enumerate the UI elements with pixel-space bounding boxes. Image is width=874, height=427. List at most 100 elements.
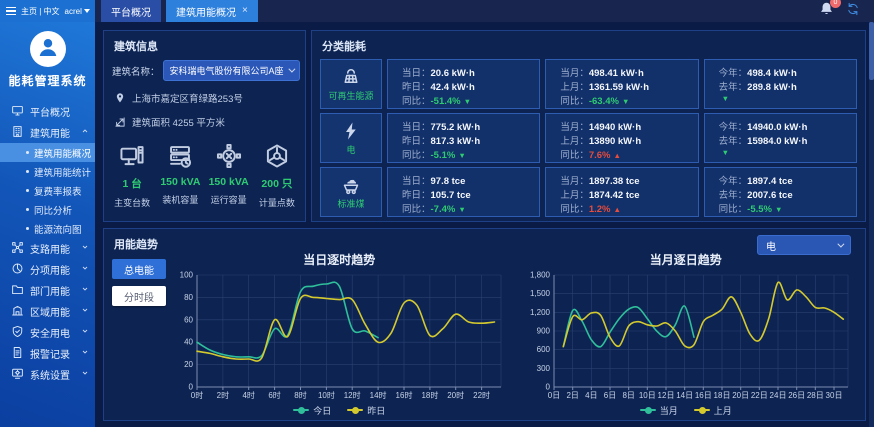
sidebar-item-region[interactable]: 区域用能: [0, 301, 95, 322]
sidebar-subitem[interactable]: 同比分析: [0, 200, 95, 219]
avatar[interactable]: [29, 31, 66, 67]
energy-type-select[interactable]: 电: [757, 235, 851, 255]
svg-text:14时: 14时: [370, 390, 387, 400]
user-menu[interactable]: acrel: [65, 7, 90, 16]
svg-text:8时: 8时: [295, 390, 307, 400]
notification-badge: 0: [830, 0, 841, 8]
energy-line-label: 今年：: [718, 68, 748, 79]
legend-item-今日[interactable]: 今日: [293, 404, 331, 417]
menu-label: 分项用能: [30, 266, 70, 277]
sidebar-subitem[interactable]: 建筑用能统计: [0, 162, 95, 181]
legend-item-当月[interactable]: 当月: [639, 404, 678, 417]
building-info-panel: 建筑信息 建筑名称： 安科瑞电气股份有限公司A座 上海市嘉定区育绿路253号 建…: [103, 30, 306, 222]
hourly-trend-chart: 当日逐时趋势 0 20 40 60 80 100 0时 2时 4时 6时 8时 10时 12时 14时 16…: [166, 251, 513, 418]
arrow-down-icon: ▼: [458, 205, 466, 214]
svg-text:1,500: 1,500: [530, 289, 551, 298]
energy-data-card: 当月：498.41 kW·h 上月：1361.59 kW·h 同比：-63.4% ▼: [545, 59, 699, 109]
energy-line-value: 1897.4 tce: [747, 176, 793, 187]
sidebar-item-alarm[interactable]: 报警记录: [0, 343, 95, 364]
svg-text:18时: 18时: [422, 390, 439, 400]
chevron-down-icon: [81, 243, 89, 254]
ratio-line: 同比：-51.4% ▼: [402, 93, 525, 107]
category-name: 电: [346, 144, 356, 155]
sidebar-item-pie[interactable]: 分项用能: [0, 259, 95, 280]
submenu-label: 建筑用能概况: [34, 148, 92, 160]
svg-text:8日: 8日: [622, 391, 634, 400]
sidebar-item-branch[interactable]: 支路用能: [0, 238, 95, 259]
sidebar-subitem[interactable]: 能源流向图: [0, 219, 95, 238]
legend-dot-icon: [298, 406, 306, 414]
sidebar-subitem[interactable]: 复费率报表: [0, 181, 95, 200]
trend-button-active[interactable]: 总电能: [112, 259, 166, 279]
home-language-link[interactable]: 主页 | 中文: [21, 6, 60, 16]
svg-text:0: 0: [545, 383, 550, 392]
trend-button-inactive[interactable]: 分时段: [112, 286, 166, 306]
transformer-icon: [108, 143, 156, 169]
legend-marker: [639, 406, 656, 414]
menu-label: 安全用电: [30, 329, 70, 340]
refresh-button[interactable]: [846, 2, 860, 21]
ratio-line: 同比：1.2% ▲: [560, 201, 683, 215]
svg-text:1,800: 1,800: [530, 271, 551, 280]
topbar-actions: 0: [819, 0, 874, 22]
sidebar-item-building[interactable]: 建筑用能: [0, 122, 95, 143]
building-icon: [11, 125, 24, 141]
legend-item-上月[interactable]: 上月: [693, 404, 732, 417]
energy-line-value: 15984.0 kW·h: [747, 136, 808, 147]
ratio-line: 同比：-5.5% ▼: [719, 201, 842, 215]
chevron-down-icon: [81, 369, 89, 380]
sidebar: 能耗管理系统 平台概况 建筑用能 建筑用能概况 建筑用能统计 复费率报表 同比分析 能源流向…: [0, 22, 95, 427]
chevron-down-icon: [81, 306, 89, 317]
topbar: 主页 | 中文 acrel 平台概况 建筑用能概况 × 0: [0, 0, 874, 22]
notifications-button[interactable]: 0: [819, 0, 841, 21]
menu-label: 系统设置: [30, 371, 70, 382]
building-name-label: 建筑名称：: [112, 66, 160, 78]
energy-line-label: 当日：: [402, 122, 431, 133]
sidebar-item-folder[interactable]: 部门用能: [0, 280, 95, 301]
sidebar-item-settings[interactable]: 系统设置: [0, 364, 95, 385]
energy-type-value: 电: [766, 241, 776, 253]
building-name-select[interactable]: 安科瑞电气股份有限公司A座: [162, 60, 300, 81]
stat-label: 运行容量: [210, 195, 247, 205]
chart-legend: 今日 昨日: [293, 403, 385, 417]
chevron-down-icon: [81, 285, 89, 296]
energy-trend-panel: 用能趋势 电 总电能 分时段 当日逐时趋势 0 20 40 60 80 100 0时 2时 4时 6…: [103, 228, 866, 421]
sidebar-item-dashboard[interactable]: 平台概况: [0, 101, 95, 122]
ratio-value: -5.5%: [747, 204, 772, 215]
svg-text:12时: 12时: [344, 390, 361, 400]
svg-text:14日: 14日: [676, 391, 693, 400]
building-name-value: 安科瑞电气股份有限公司A座: [169, 66, 284, 76]
stat-value: 150 kVA: [160, 176, 201, 188]
ratio-line: ▼: [719, 147, 842, 158]
energy-line: 昨日：42.4 kW·h: [402, 79, 525, 93]
energy-line-value: 14940 kW·h: [588, 122, 642, 133]
stat-value: 200 只: [261, 178, 293, 190]
hourly-trend-plot: 0 20 40 60 80 100 0时 2时 4时 6时 8时 10时 12时 14时 16时 18时 20时…: [180, 271, 502, 400]
sidebar-subitem[interactable]: 建筑用能概况: [0, 143, 95, 162]
category-row-coal: 标准煤 当日：97.8 tce 昨日：105.7 tce 同比：-7.4% ▼ 当月：18…: [320, 167, 857, 217]
svg-text:300: 300: [536, 364, 550, 373]
branch-icon: [11, 241, 24, 257]
charts-area: 当日逐时趋势 0 20 40 60 80 100 0时 2时 4时 6时 8时 10时 12时 14时 16…: [166, 251, 859, 418]
tab-2[interactable]: 建筑用能概况 ×: [166, 0, 258, 22]
energy-line-label: 昨日：: [402, 136, 431, 147]
menu-toggle-icon[interactable]: [6, 6, 16, 16]
legend-item-昨日[interactable]: 昨日: [347, 404, 385, 417]
running-icon: [205, 143, 253, 169]
category-name: 可再生能源: [328, 90, 374, 101]
energy-line: 当日：97.8 tce: [402, 173, 525, 187]
tab-1[interactable]: 平台概况: [101, 0, 161, 22]
sidebar-item-shield[interactable]: 安全用电: [0, 322, 95, 343]
menu-label: 区域用能: [30, 308, 70, 319]
svg-text:1,200: 1,200: [530, 308, 551, 317]
energy-line: 当月：14940 kW·h: [560, 119, 683, 133]
category-card-renewable: 可再生能源: [320, 59, 382, 109]
energy-line: 今年：1897.4 tce: [719, 173, 842, 187]
scrollbar-thumb[interactable]: [869, 22, 874, 80]
svg-text:22时: 22时: [473, 390, 490, 400]
scrollbar[interactable]: [869, 22, 874, 427]
panel-title: 分类能耗: [322, 41, 366, 53]
legend-label: 今日: [313, 405, 332, 416]
close-icon[interactable]: ×: [242, 5, 248, 16]
